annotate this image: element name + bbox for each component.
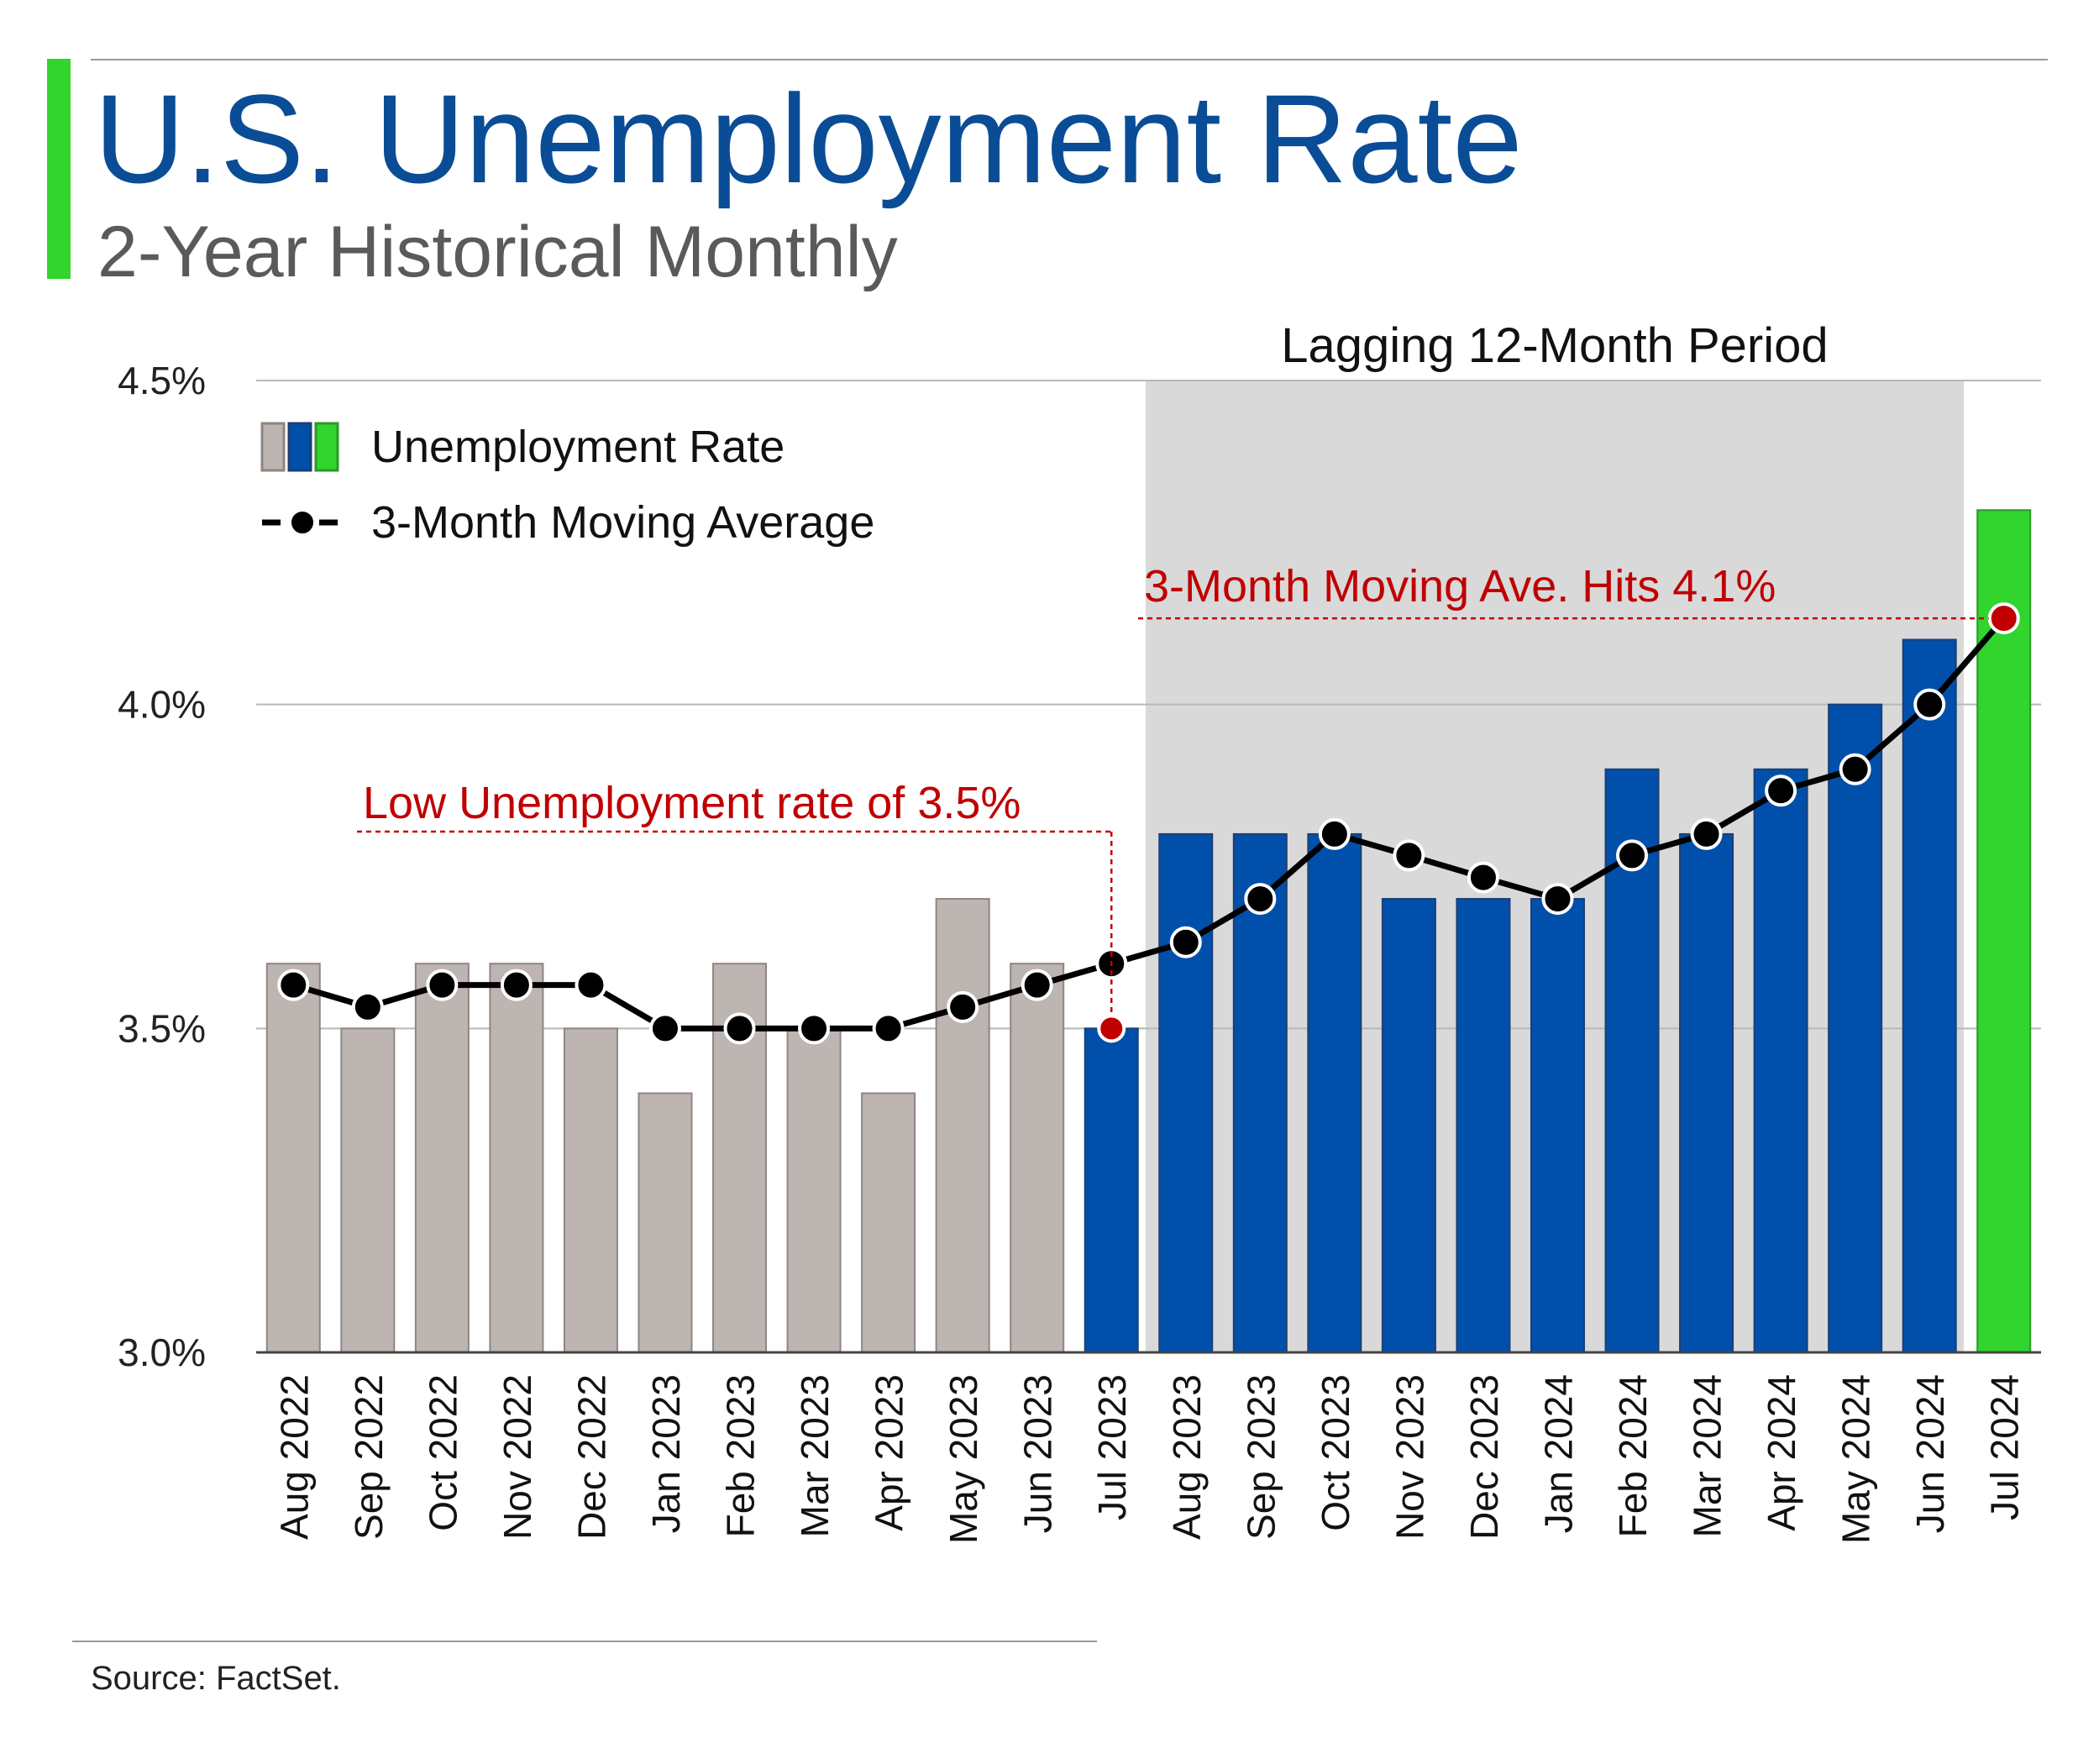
bar xyxy=(638,1092,693,1353)
x-tick-label: Oct 2023 xyxy=(1314,1374,1357,1531)
page-subtitle: 2-Year Historical Monthly xyxy=(97,212,898,292)
x-tick-label: Jul 2023 xyxy=(1090,1374,1134,1520)
x-tick-label: Feb 2024 xyxy=(1611,1374,1655,1537)
moving-average-point xyxy=(351,990,384,1023)
y-tick-label: 3.5% xyxy=(118,1006,206,1050)
moving-average-point xyxy=(1913,688,1946,721)
bar xyxy=(1381,898,1436,1353)
annotation-ma-hit: 3-Month Moving Ave. Hits 4.1% xyxy=(1144,561,1776,612)
x-tick-label: Sep 2023 xyxy=(1239,1374,1283,1540)
x-tick-label: Jun 2024 xyxy=(1908,1374,1952,1533)
y-tick-label: 3.0% xyxy=(118,1331,206,1374)
source-note: Source: FactSet. xyxy=(91,1660,341,1697)
bar xyxy=(1679,832,1734,1353)
x-tick-label: Jun 2023 xyxy=(1016,1374,1060,1533)
legend-label-moving-average: 3-Month Moving Average xyxy=(371,497,874,548)
moving-average-point xyxy=(1690,817,1723,850)
moving-average-point xyxy=(872,1012,905,1045)
moving-average-point xyxy=(1616,839,1649,872)
x-tick-label: Dec 2022 xyxy=(569,1374,613,1540)
moving-average-point xyxy=(1169,926,1202,958)
moving-average-point xyxy=(1839,753,1871,785)
moving-average-point xyxy=(575,969,607,1001)
x-tick-label: Mar 2024 xyxy=(1686,1374,1729,1537)
x-tick-label: Feb 2023 xyxy=(719,1374,763,1537)
moving-average-point xyxy=(1765,774,1797,807)
moving-average-point xyxy=(723,1012,756,1045)
moving-average-point xyxy=(1541,883,1574,916)
bar xyxy=(786,1027,842,1354)
bar xyxy=(1976,509,2032,1353)
bar xyxy=(861,1092,916,1353)
annotation-point xyxy=(1097,1014,1126,1043)
legend-label-unemployment-rate: Unemployment Rate xyxy=(371,422,785,472)
bar xyxy=(1530,898,1585,1353)
x-tick-label: Jul 2024 xyxy=(1983,1374,2027,1520)
moving-average-point xyxy=(1244,883,1277,916)
x-tick-label: Dec 2023 xyxy=(1462,1374,1506,1540)
x-tick-label: Nov 2022 xyxy=(496,1374,539,1540)
title-accent-bar xyxy=(47,59,71,279)
x-tick-label: Apr 2024 xyxy=(1760,1374,1803,1531)
x-tick-label: Mar 2023 xyxy=(793,1374,837,1537)
bar xyxy=(1456,898,1511,1353)
moving-average-point xyxy=(648,1012,681,1045)
x-tick-label: Sep 2022 xyxy=(347,1374,391,1540)
moving-average-point xyxy=(426,969,459,1001)
bar xyxy=(563,1027,618,1354)
bar xyxy=(1828,703,1883,1353)
x-tick-label: Aug 2022 xyxy=(272,1374,316,1540)
y-tick-label: 4.5% xyxy=(118,359,206,402)
moving-average-point xyxy=(500,969,533,1001)
footer-divider xyxy=(72,1641,1097,1642)
bar xyxy=(414,963,470,1353)
moving-average-point xyxy=(798,1012,831,1045)
x-tick-label: Apr 2023 xyxy=(868,1374,911,1531)
moving-average-point-highlight xyxy=(1987,602,2020,635)
legend-swatch xyxy=(260,422,286,472)
bar xyxy=(935,898,990,1353)
legend-marker xyxy=(288,508,317,537)
bar xyxy=(1084,1027,1139,1354)
legend-swatch xyxy=(314,422,339,472)
y-tick-label: 4.0% xyxy=(118,683,206,727)
moving-average-point xyxy=(1021,969,1053,1001)
bar xyxy=(1753,768,1808,1353)
x-tick-label: May 2024 xyxy=(1834,1374,1878,1544)
shaded-region-label: Lagging 12-Month Period xyxy=(1281,318,1828,373)
moving-average-point xyxy=(1393,839,1425,872)
x-tick-label: Jan 2024 xyxy=(1536,1374,1580,1533)
x-tick-label: Jan 2023 xyxy=(644,1374,688,1533)
page-title: U.S. Unemployment Rate xyxy=(94,68,1523,209)
x-tick-label: Nov 2023 xyxy=(1388,1374,1431,1540)
bar xyxy=(1232,832,1288,1353)
moving-average-point xyxy=(1318,817,1351,850)
bar xyxy=(1158,832,1214,1353)
moving-average-point xyxy=(947,990,979,1023)
moving-average-point xyxy=(1467,861,1499,894)
legend-swatch xyxy=(287,422,312,472)
x-tick-label: Aug 2023 xyxy=(1165,1374,1209,1540)
bar xyxy=(489,963,544,1353)
bar xyxy=(1902,638,1957,1353)
moving-average-point xyxy=(277,969,310,1001)
x-tick-label: May 2023 xyxy=(942,1374,985,1544)
bar xyxy=(1010,963,1065,1353)
bar xyxy=(265,963,321,1353)
x-tick-label: Oct 2022 xyxy=(421,1374,464,1531)
bar xyxy=(340,1027,396,1354)
top-divider xyxy=(91,59,2048,60)
annotation-low-rate: Low Unemployment rate of 3.5% xyxy=(363,778,1021,828)
bar xyxy=(1307,832,1362,1353)
